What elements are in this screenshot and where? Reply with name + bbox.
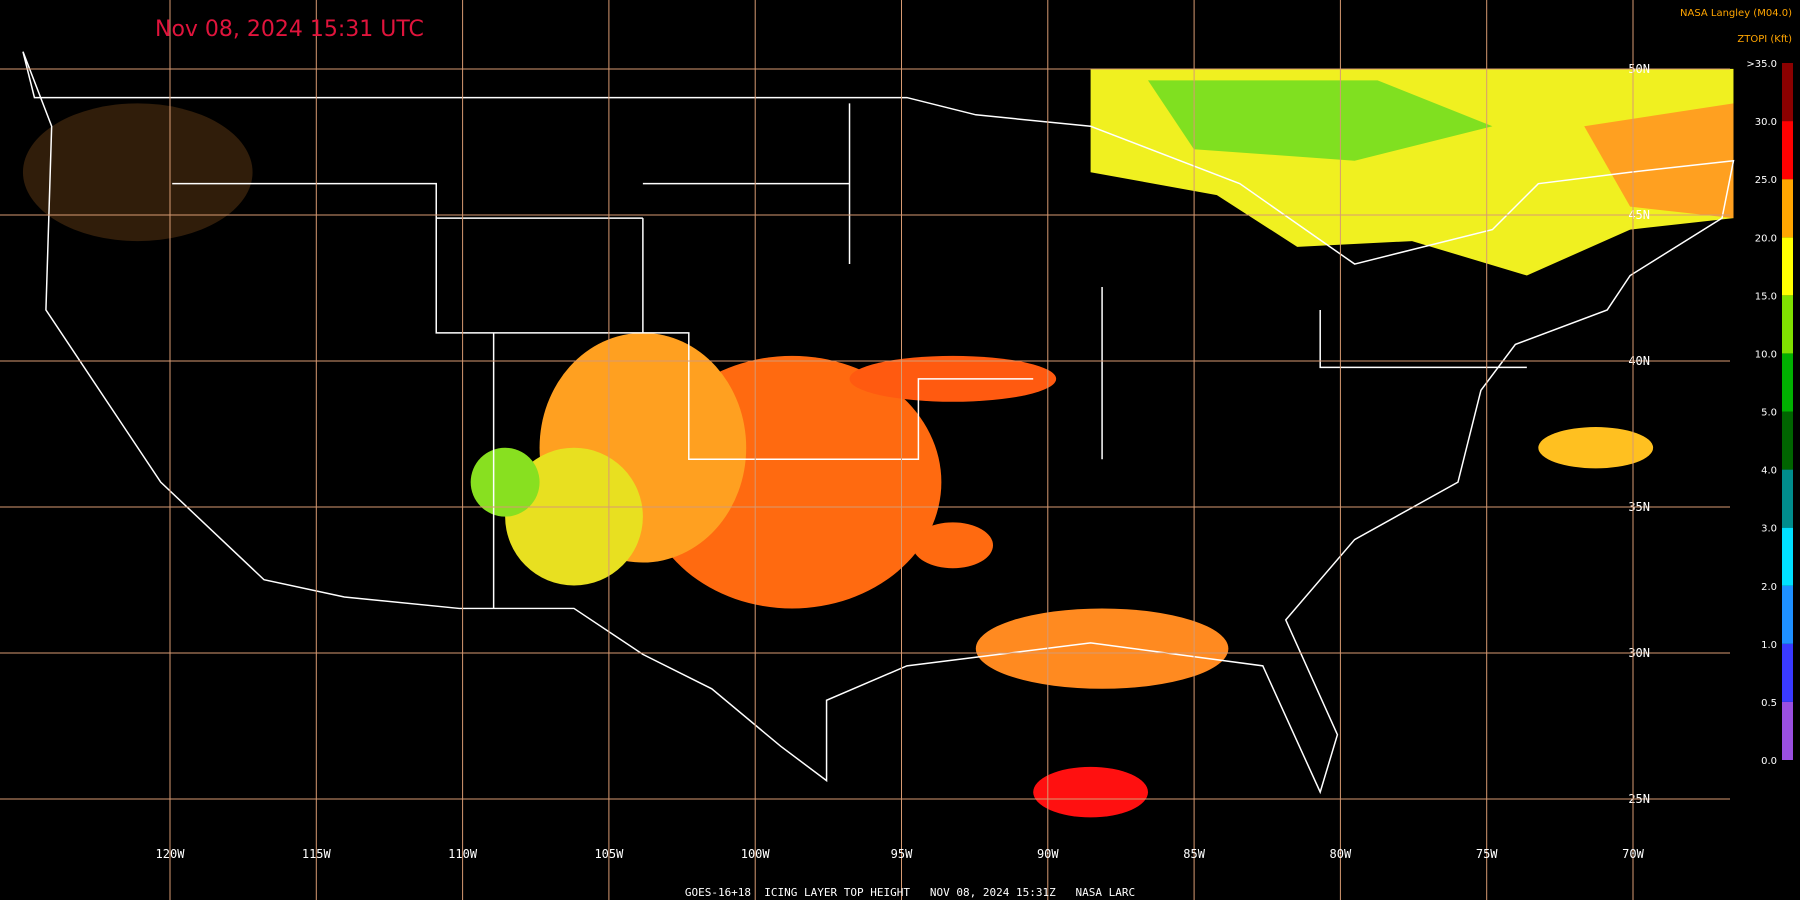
colorbar-label: 3.0	[1761, 524, 1777, 535]
icing-region	[975, 608, 1229, 689]
longitude-label: 110W	[448, 847, 478, 861]
colorbar-segment	[1782, 295, 1793, 354]
colorbar-segment	[1782, 643, 1793, 702]
latitude-label: 30N	[1628, 646, 1650, 660]
longitude-label: 75W	[1476, 847, 1498, 861]
colorbar-label: 5.0	[1761, 408, 1777, 419]
timestamp: Nov 08, 2024 15:31 UTC	[155, 17, 424, 42]
icing-region	[470, 447, 540, 517]
state-borders	[172, 103, 1527, 609]
colorbar: 0.0 0.5 1.0 2.0 3.0 4.0 5.0 10.0 15.0 20.0 25.0 30.…	[1746, 59, 1793, 767]
product-code: ZTOPI (Kft)	[1737, 34, 1792, 45]
colorbar-segment	[1782, 411, 1793, 470]
colorbar-segment	[1782, 701, 1793, 760]
longitude-label: 70W	[1622, 847, 1644, 861]
colorbar-label: 30.0	[1755, 117, 1777, 128]
icing-region	[1584, 103, 1734, 219]
colorbar-label: 10.0	[1755, 349, 1777, 360]
graticule: 50N 45N 40N 35N 30N 25N 120W 115W 110W 105W 100W 95…	[0, 0, 1730, 900]
colorbar-label: >35.0	[1746, 59, 1777, 70]
cloud-field	[22, 68, 1734, 818]
colorbar-label: 15.0	[1755, 291, 1777, 302]
colorbar-label: 0.0	[1761, 756, 1777, 767]
source-label: NASA Langley (M04.0)	[1680, 8, 1792, 19]
colorbar-label: 4.0	[1761, 466, 1777, 477]
icing-region	[912, 522, 994, 569]
icing-region	[1538, 427, 1654, 469]
colorbar-segment	[1782, 585, 1793, 644]
us-outline	[22, 51, 1735, 795]
longitude-label: 85W	[1183, 847, 1205, 861]
latitude-label: 50N	[1628, 62, 1650, 76]
longitude-label: 80W	[1330, 847, 1352, 861]
latitude-label: 35N	[1628, 500, 1650, 514]
longitude-label: 100W	[741, 847, 771, 861]
latitude-label: 25N	[1628, 792, 1650, 806]
longitude-label: 105W	[594, 847, 624, 861]
longitude-label: 120W	[156, 847, 186, 861]
colorbar-label: 2.0	[1761, 582, 1777, 593]
latitude-label: 40N	[1628, 354, 1650, 368]
icing-region	[22, 103, 253, 242]
icing-region	[1033, 766, 1148, 818]
colorbar-segment	[1782, 63, 1793, 122]
footer: GOES-16+18 ICING LAYER TOP HEIGHT NOV 08…	[685, 886, 1135, 899]
coastlines	[22, 51, 1735, 795]
icing-region	[1148, 80, 1493, 161]
latitude-label: 45N	[1628, 208, 1650, 222]
colorbar-segment	[1782, 121, 1793, 180]
colorbar-label: 20.0	[1755, 233, 1777, 244]
colorbar-segment	[1782, 237, 1793, 296]
colorbar-label: 1.0	[1761, 640, 1777, 651]
colorbar-segment	[1782, 469, 1793, 528]
longitude-label: 95W	[891, 847, 913, 861]
colorbar-segment	[1782, 527, 1793, 586]
longitude-label: 90W	[1037, 847, 1059, 861]
colorbar-label: 0.5	[1761, 698, 1777, 709]
colorbar-segment	[1782, 179, 1793, 238]
colorbar-label: 25.0	[1755, 175, 1777, 186]
colorbar-segment	[1782, 353, 1793, 412]
longitude-label: 115W	[302, 847, 332, 861]
